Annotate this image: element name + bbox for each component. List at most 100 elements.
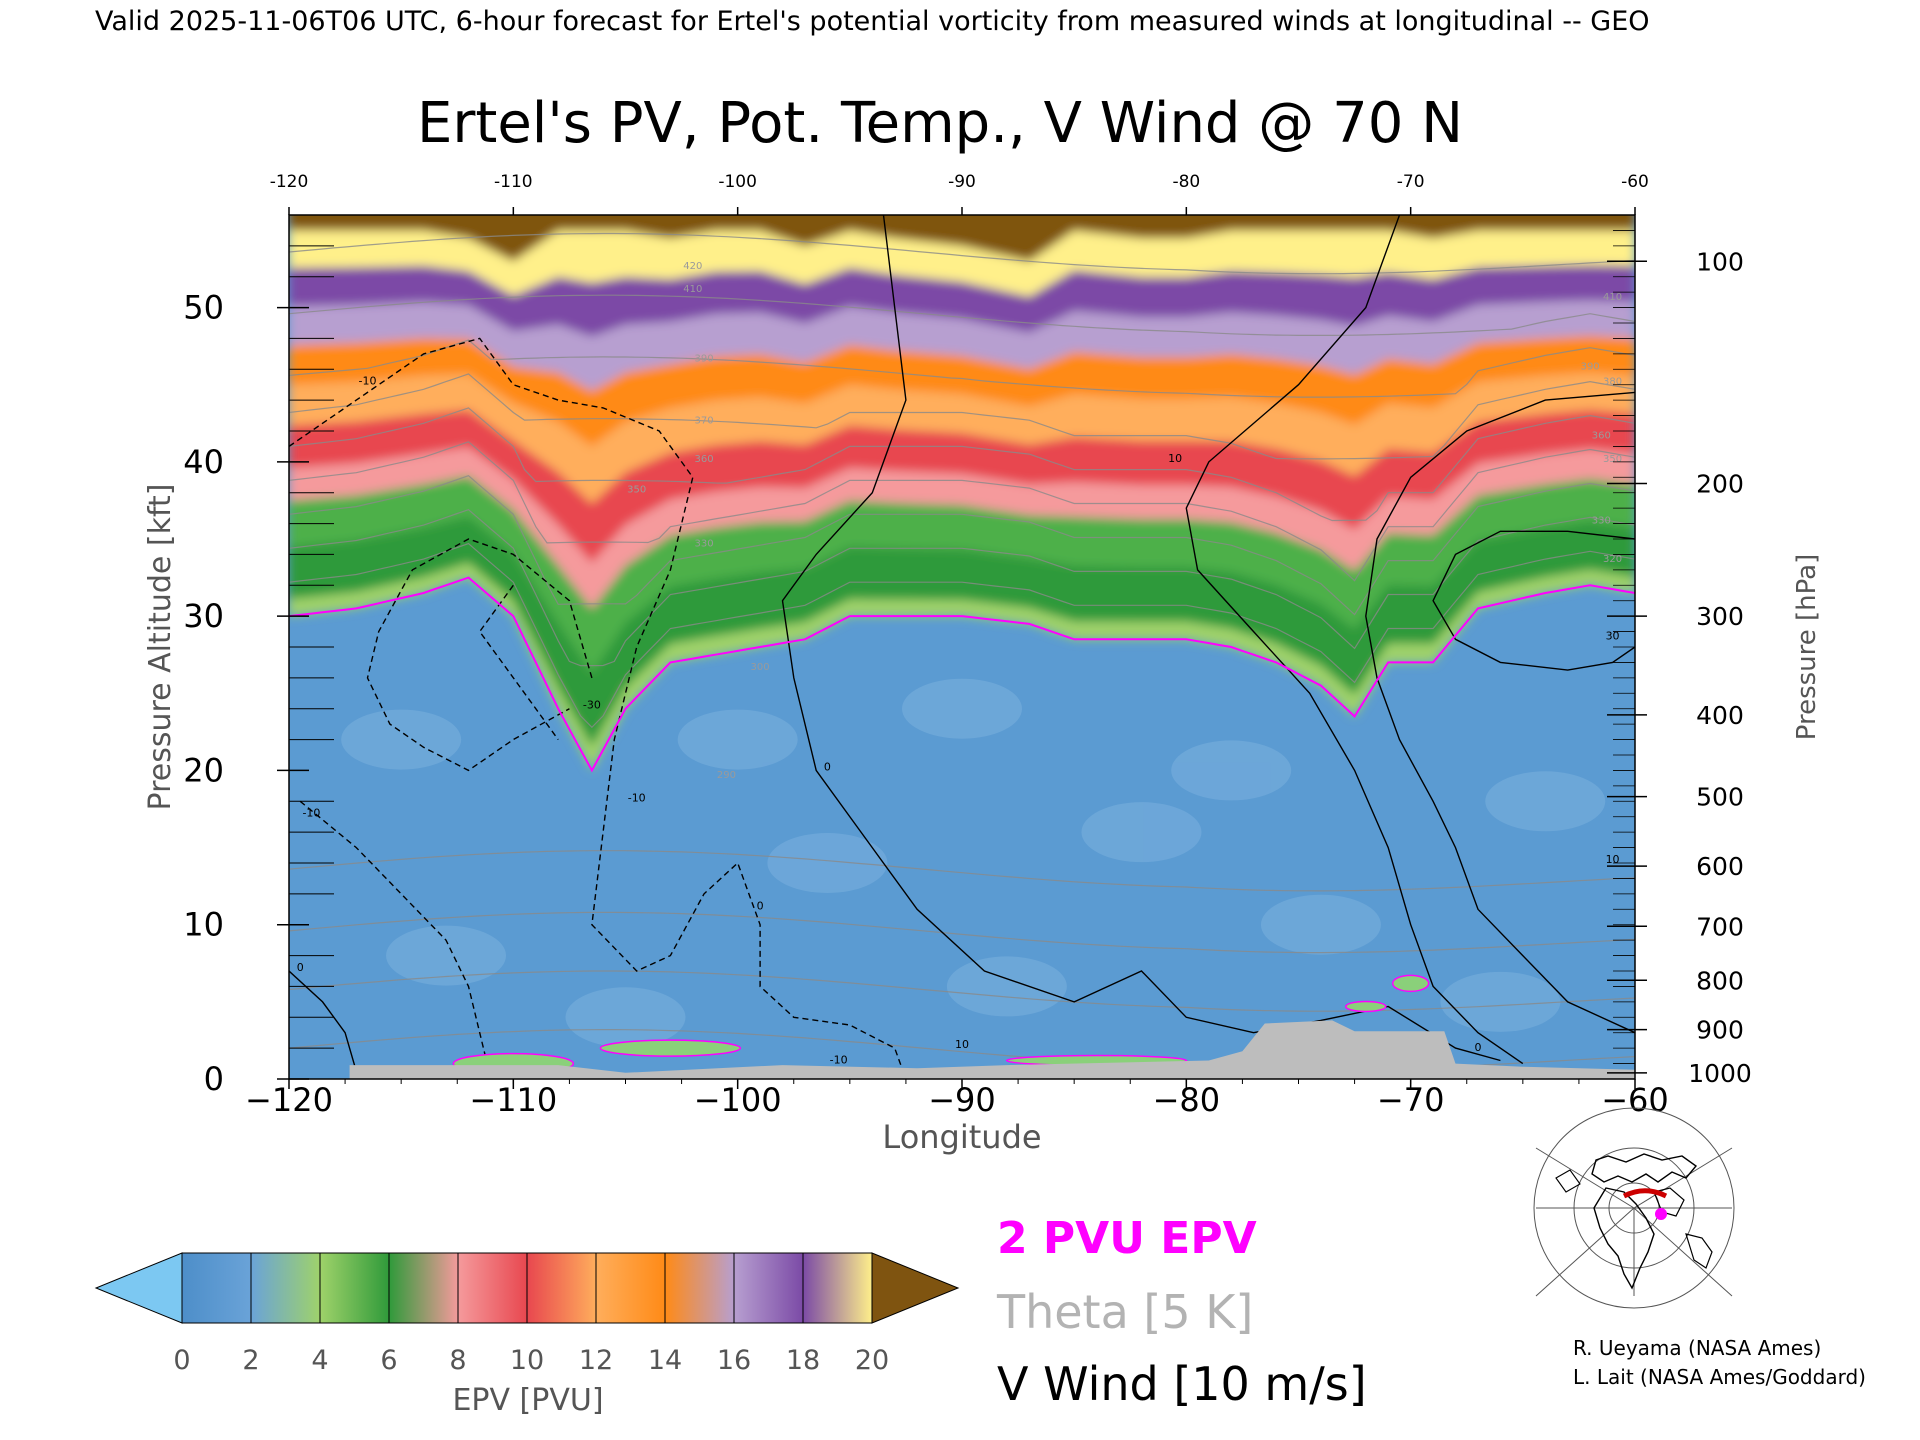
pressure-tick-label: 700 bbox=[1696, 912, 1744, 941]
wind-label: -30 bbox=[583, 699, 601, 712]
colorbar-tick-label: 0 bbox=[173, 1345, 190, 1376]
pv-mottle bbox=[341, 709, 462, 770]
colorbar-segment bbox=[734, 1253, 804, 1323]
theta-isentrope bbox=[289, 850, 1635, 892]
pressure-tick-label: 900 bbox=[1696, 1016, 1744, 1045]
theta-isentrope bbox=[289, 339, 1635, 398]
wind-label: -10 bbox=[359, 375, 377, 388]
colorbar-tick-label: 4 bbox=[311, 1345, 328, 1376]
wind-label: 0 bbox=[297, 961, 304, 974]
theta-label: 290 bbox=[717, 770, 736, 781]
terrain-shape bbox=[349, 1020, 1635, 1079]
pv-mottle-group bbox=[341, 678, 1606, 1048]
x-top-tick-label: -60 bbox=[1621, 172, 1649, 192]
x-top-tick-label: -120 bbox=[270, 172, 309, 192]
pv-band bbox=[289, 447, 1635, 609]
theta-label: 320 bbox=[1603, 554, 1622, 565]
theta-isentrope bbox=[289, 542, 1635, 729]
wind-label: -10 bbox=[830, 1054, 848, 1067]
colorbar-segment bbox=[320, 1253, 390, 1323]
colorbar-tick-label: 8 bbox=[449, 1345, 466, 1376]
x-tick-label: −80 bbox=[1153, 1081, 1221, 1119]
theta-isentrope bbox=[289, 232, 1635, 275]
wind-contour-minus10-low bbox=[299, 800, 492, 1079]
valid-time-header: Valid 2025-11-06T06 UTC, 6-hour forecast… bbox=[95, 6, 1650, 37]
colorbar-segment bbox=[665, 1253, 735, 1323]
theta-isentrope bbox=[289, 509, 1635, 667]
theta-label: 410 bbox=[683, 284, 702, 295]
wind-contour-minus30-inner bbox=[478, 584, 559, 741]
pv-mottle bbox=[386, 925, 507, 986]
pv-surface-blob bbox=[1391, 974, 1430, 993]
theta-isentrope bbox=[289, 441, 1635, 582]
pressure-tick-label: 100 bbox=[1696, 247, 1744, 276]
colorbar-tick-label: 16 bbox=[717, 1345, 751, 1376]
x-tick-label: −70 bbox=[1377, 1081, 1445, 1119]
theta-label: 370 bbox=[694, 415, 713, 426]
theta-label: 360 bbox=[1592, 431, 1611, 442]
wind-contour-zero bbox=[781, 215, 1501, 1062]
legend: 2 PVU EPV Theta [5 K] V Wind [10 m/s] bbox=[996, 1213, 1367, 1411]
pv-surface-blob bbox=[599, 1039, 742, 1057]
y-tick-label: 20 bbox=[183, 751, 224, 789]
pressure-tick-label: 800 bbox=[1696, 966, 1744, 995]
legend-wind-entry: V Wind [10 m/s] bbox=[997, 1357, 1367, 1411]
y-tick-label: 10 bbox=[183, 906, 224, 944]
pv-band bbox=[289, 409, 1635, 563]
wind-label: 0 bbox=[757, 899, 764, 912]
pv-mottle bbox=[1260, 894, 1381, 955]
y-tick-label: 40 bbox=[183, 443, 224, 481]
pv-mottle bbox=[1485, 771, 1606, 832]
pv-band bbox=[289, 475, 1635, 674]
pv-surface-blob bbox=[1345, 1000, 1387, 1013]
colorbar: 0 2 4 6 8 10 12 14 16 18 20 bbox=[94, 1252, 960, 1376]
polar-locator-map-icon bbox=[1533, 1107, 1735, 1309]
theta-label: 390 bbox=[1581, 361, 1600, 372]
wind-label: 10 bbox=[1606, 853, 1620, 866]
x-top-tick-label: -80 bbox=[1172, 172, 1200, 192]
pv-mottle bbox=[1171, 740, 1292, 801]
theta-label: 300 bbox=[751, 662, 770, 673]
colorbar-frame bbox=[181, 1252, 873, 1324]
y-axis-label: Pressure Altitude [kft] bbox=[143, 484, 178, 811]
colorbar-tick-label: 14 bbox=[648, 1345, 682, 1376]
pv-band bbox=[289, 215, 1635, 262]
plot-area: 4204103903703603503303002904103903803603… bbox=[288, 214, 1636, 1080]
colorbar-tick-label: 20 bbox=[855, 1345, 889, 1376]
pv-2pvu-line bbox=[289, 576, 1635, 773]
x-top-tick-label: -70 bbox=[1397, 172, 1425, 192]
theta-label: 350 bbox=[1603, 454, 1622, 465]
pv-band bbox=[289, 562, 1635, 771]
x-top-tick-label: -110 bbox=[494, 172, 533, 192]
x-axis-label: Longitude bbox=[882, 1118, 1041, 1156]
theta-isentrope bbox=[289, 407, 1635, 522]
pressure-axis-label: Pressure [hPa] bbox=[1792, 554, 1822, 741]
x-tick-label: −60 bbox=[1601, 1081, 1669, 1119]
wind-contour-30 bbox=[1432, 530, 1635, 671]
wind-label: 10 bbox=[955, 1038, 969, 1051]
colorbar-segment bbox=[527, 1253, 597, 1323]
theta-label: 330 bbox=[694, 539, 713, 550]
colorbar-tick-label: 6 bbox=[380, 1345, 397, 1376]
colorbar-label: EPV [PVU] bbox=[452, 1383, 603, 1418]
wind-contour-minus10 bbox=[289, 337, 907, 1079]
pressure-tick-label: 500 bbox=[1696, 783, 1744, 812]
colorbar-tick-label: 10 bbox=[510, 1345, 544, 1376]
colorbar-under-arrow bbox=[94, 1252, 183, 1324]
x-top-tick-label: -100 bbox=[718, 172, 757, 192]
wind-label: -10 bbox=[628, 791, 646, 804]
pressure-tick-label: 300 bbox=[1696, 602, 1744, 631]
wind-label: 10 bbox=[1168, 452, 1182, 465]
x-top-tick-label: -90 bbox=[948, 172, 976, 192]
colorbar-tick-label: 12 bbox=[579, 1345, 613, 1376]
wind-label: 30 bbox=[1606, 629, 1620, 642]
theta-label: 390 bbox=[694, 354, 713, 365]
wind-label: 0 bbox=[824, 760, 831, 773]
colorbar-tick-label: 18 bbox=[786, 1345, 820, 1376]
colorbar-segment bbox=[251, 1253, 321, 1323]
locator-marker-icon bbox=[1655, 1208, 1667, 1220]
chart-title: Ertel's PV, Pot. Temp., V Wind @ 70 N bbox=[417, 91, 1463, 156]
colorbar-segment bbox=[389, 1253, 459, 1323]
